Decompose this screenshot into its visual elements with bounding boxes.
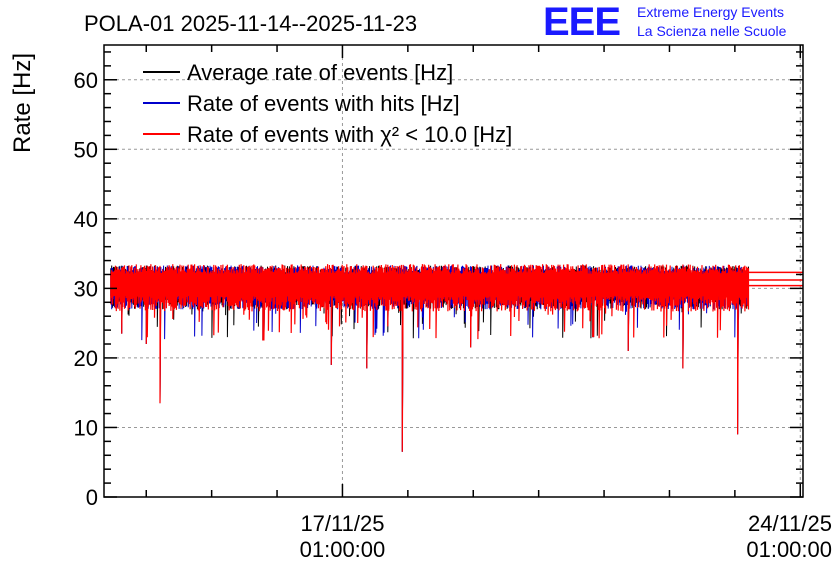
y-tick-label: 60 (74, 68, 98, 93)
x-tick-label-time: 01:00:00 (300, 537, 386, 562)
legend-label-chi2: Rate of events with χ² < 10.0 [Hz] (187, 122, 512, 147)
legend-label-average: Average rate of events [Hz] (187, 60, 453, 85)
eee-logo-line1: Extreme Energy Events (637, 4, 785, 20)
eee-logo-mark: EEE (543, 0, 621, 44)
legend-label-hits: Rate of events with hits [Hz] (187, 91, 460, 116)
data-traces (110, 264, 803, 452)
y-tick-label: 0 (86, 485, 98, 510)
series-chi2-line (110, 264, 750, 452)
legend: Average rate of events [Hz] Rate of even… (143, 60, 512, 147)
y-tick-label: 40 (74, 207, 98, 232)
x-tick-label-date: 24/11/25 (748, 511, 832, 536)
y-axis-label: Rate [Hz] (9, 53, 36, 153)
x-tick-label-time: 01:00:00 (746, 537, 832, 562)
y-tick-label: 10 (74, 415, 98, 440)
y-tick-labels: 0 10 20 30 40 50 60 (74, 68, 98, 510)
x-tick-label-date: 17/11/25 (300, 511, 384, 536)
y-tick-label: 30 (74, 276, 98, 301)
eee-logo-line2: La Scienza nelle Scuole (637, 23, 787, 39)
axes (103, 44, 804, 498)
plot-frame (103, 44, 804, 498)
chart-title: POLA-01 2025-11-14--2025-11-23 (84, 11, 417, 36)
y-tick-label: 50 (74, 137, 98, 162)
eee-logo-text: Extreme Energy Events La Scienza nelle S… (637, 3, 786, 41)
y-tick-label: 20 (74, 346, 98, 371)
